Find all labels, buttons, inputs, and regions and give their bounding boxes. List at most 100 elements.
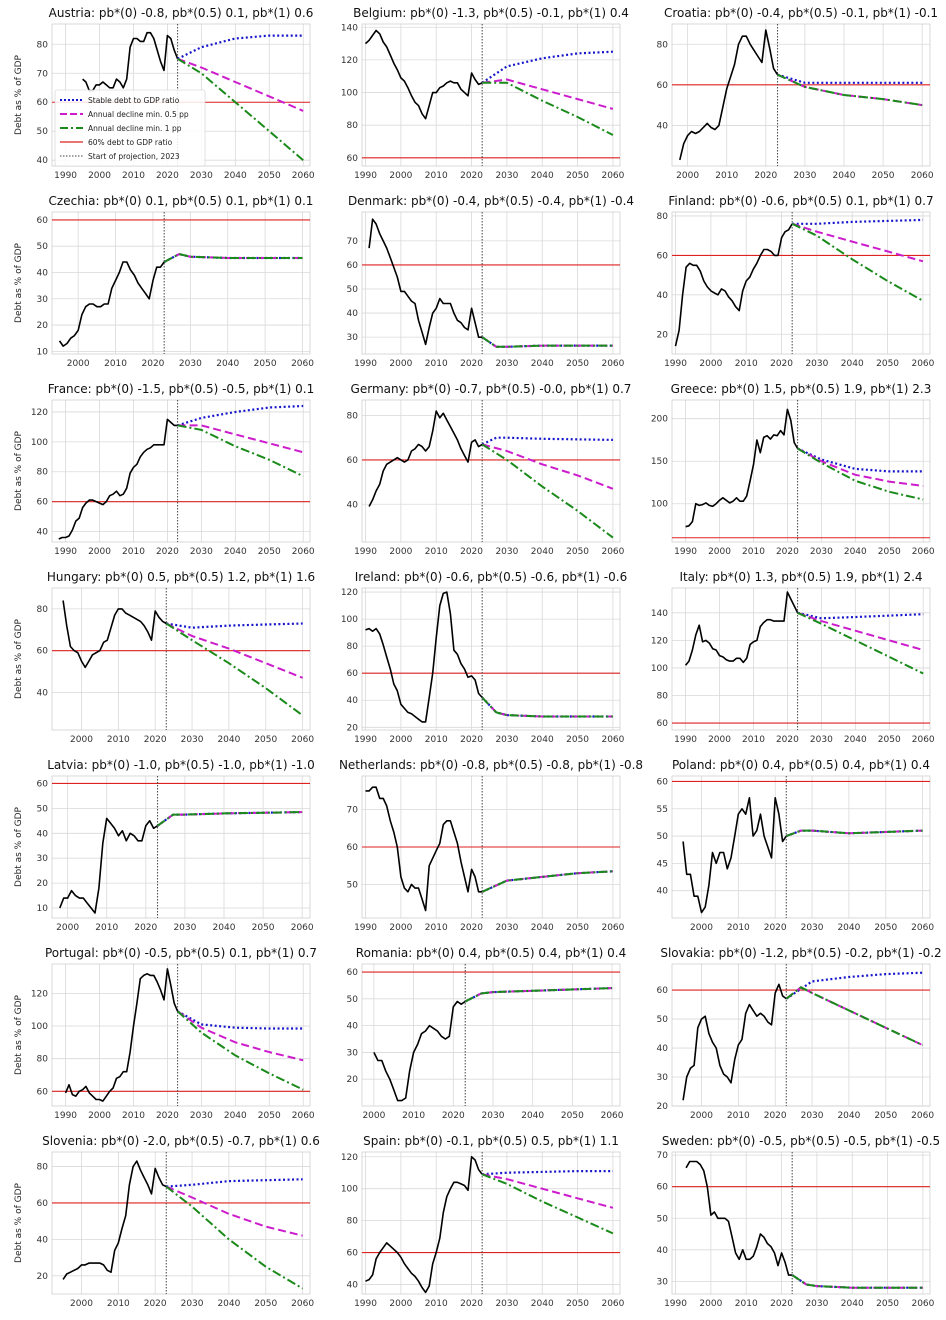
plot-frame xyxy=(51,211,311,355)
projection-line-stable xyxy=(481,436,613,446)
x-tick-label: 2000 xyxy=(88,1111,111,1121)
plot-frame xyxy=(671,399,931,543)
x-tick-label: 2040 xyxy=(531,735,554,745)
x-tick-label: 2050 xyxy=(566,923,589,933)
x-tick-label: 2060 xyxy=(291,1299,314,1309)
x-tick-label: 2030 xyxy=(181,1299,204,1309)
x-tick-label: 2040 xyxy=(531,923,554,933)
y-tick-label: 120 xyxy=(651,636,668,646)
historical-debt-line xyxy=(64,968,179,1102)
chart-panel: Germany: pb*(0) -0.7, pb*(0.5) -0.0, pb*… xyxy=(347,382,632,557)
panel-title: Finland: pb*(0) -0.6, pb*(0.5) 0.1, pb*(… xyxy=(668,194,933,208)
projection-line-decline1 xyxy=(481,443,614,539)
y-tick-label: 40 xyxy=(37,688,49,698)
projection-line-stable xyxy=(166,1178,303,1188)
x-tick-label: 2020 xyxy=(156,1111,179,1121)
y-tick-label: 55 xyxy=(657,805,668,815)
projection-line-decline1 xyxy=(791,222,924,302)
panel-title: Sweden: pb*(0) -0.5, pb*(0.5) -0.5, pb*(… xyxy=(662,1134,940,1148)
x-tick-label: 2000 xyxy=(389,1299,412,1309)
x-tick-label: 2000 xyxy=(88,547,111,557)
x-tick-label: 1990 xyxy=(54,171,77,181)
x-tick-label: 2030 xyxy=(793,171,816,181)
x-tick-label: 2030 xyxy=(801,1111,824,1121)
x-tick-label: 2040 xyxy=(216,359,239,369)
x-tick-label: 2010 xyxy=(107,735,130,745)
x-tick-label: 1990 xyxy=(354,547,377,557)
x-tick-label: 2010 xyxy=(402,1111,425,1121)
plot-frame xyxy=(361,1151,621,1295)
panel-title: Netherlands: pb*(0) -0.8, pb*(0.5) -0.8,… xyxy=(339,758,643,772)
y-tick-label: 50 xyxy=(657,1015,669,1025)
x-tick-label: 1990 xyxy=(664,359,687,369)
projection-line-decline05 xyxy=(482,78,614,110)
x-tick-label: 2000 xyxy=(56,923,79,933)
projection-line-decline05 xyxy=(165,622,303,679)
projection-line-decline1 xyxy=(482,81,614,136)
y-tick-label: 30 xyxy=(347,333,359,343)
y-tick-label: 50 xyxy=(347,285,359,295)
x-tick-label: 2060 xyxy=(291,359,314,369)
plot-area xyxy=(52,588,310,730)
x-tick-label: 1990 xyxy=(54,1111,77,1121)
x-tick-label: 2060 xyxy=(912,735,935,745)
x-tick-label: 2020 xyxy=(442,1111,465,1121)
projection-line-decline1 xyxy=(165,622,304,717)
y-axis-label: Debt as % of GDP xyxy=(14,994,24,1074)
y-tick-label: 70 xyxy=(657,1151,669,1161)
x-tick-label: 2050 xyxy=(872,171,895,181)
y-tick-label: 120 xyxy=(31,408,48,418)
historical-debt-line xyxy=(365,591,483,723)
projection-line-decline1 xyxy=(176,1010,304,1091)
x-tick-label: 2030 xyxy=(495,1299,518,1309)
y-tick-label: 50 xyxy=(657,1214,669,1224)
y-tick-label: 40 xyxy=(37,829,49,839)
x-tick-label: 2040 xyxy=(841,359,864,369)
historical-debt-line xyxy=(82,31,179,92)
projection-line-decline05 xyxy=(797,611,924,651)
y-tick-label: 80 xyxy=(657,692,669,702)
x-tick-label: 2000 xyxy=(690,923,713,933)
x-tick-label: 2060 xyxy=(601,1111,624,1121)
y-tick-label: 60 xyxy=(347,261,359,271)
x-tick-label: 2030 xyxy=(495,923,518,933)
projection-line-stable xyxy=(785,829,923,838)
projection-line-stable xyxy=(785,971,923,1000)
y-tick-label: 40 xyxy=(657,121,669,131)
y-tick-label: 20 xyxy=(37,1272,49,1282)
y-tick-label: 80 xyxy=(37,1163,49,1173)
x-tick-label: 2040 xyxy=(217,735,240,745)
x-tick-label: 2050 xyxy=(254,359,277,369)
plot-frame xyxy=(671,775,931,919)
projection-line-stable xyxy=(797,611,924,620)
y-tick-label: 80 xyxy=(347,412,359,422)
x-tick-label: 1990 xyxy=(354,1299,377,1309)
y-tick-label: 60 xyxy=(347,968,359,978)
y-axis-label: Debt as % of GDP xyxy=(14,806,24,886)
y-tick-label: 40 xyxy=(657,1044,669,1054)
x-tick-label: 2020 xyxy=(764,923,787,933)
chart-panel: Greece: pb*(0) 1.5, pb*(0.5) 1.9, pb*(1)… xyxy=(651,382,935,557)
x-tick-label: 2030 xyxy=(495,735,518,745)
historical-debt-line xyxy=(684,591,799,666)
historical-debt-line xyxy=(364,29,483,120)
x-tick-label: 2030 xyxy=(805,359,828,369)
plot-frame xyxy=(361,399,621,543)
x-tick-label: 2060 xyxy=(601,1299,624,1309)
y-axis-label: Debt as % of GDP xyxy=(14,430,24,510)
x-tick-label: 2010 xyxy=(425,547,448,557)
projection-line-decline05 xyxy=(177,424,304,454)
projection-line-decline05 xyxy=(777,73,923,107)
x-tick-label: 2010 xyxy=(727,923,750,933)
x-tick-label: 2020 xyxy=(460,923,483,933)
y-tick-label: 60 xyxy=(37,1199,49,1209)
y-tick-label: 40 xyxy=(347,500,359,510)
y-tick-label: 50 xyxy=(657,832,669,842)
y-tick-label: 80 xyxy=(657,212,669,222)
panel-title: Romania: pb*(0) 0.4, pb*(0.5) 0.4, pb*(1… xyxy=(356,946,626,960)
plot-frame xyxy=(51,587,311,731)
y-tick-label: 30 xyxy=(37,295,49,305)
x-tick-label: 1990 xyxy=(354,923,377,933)
plot-area xyxy=(672,400,930,542)
plot-area xyxy=(672,212,930,354)
